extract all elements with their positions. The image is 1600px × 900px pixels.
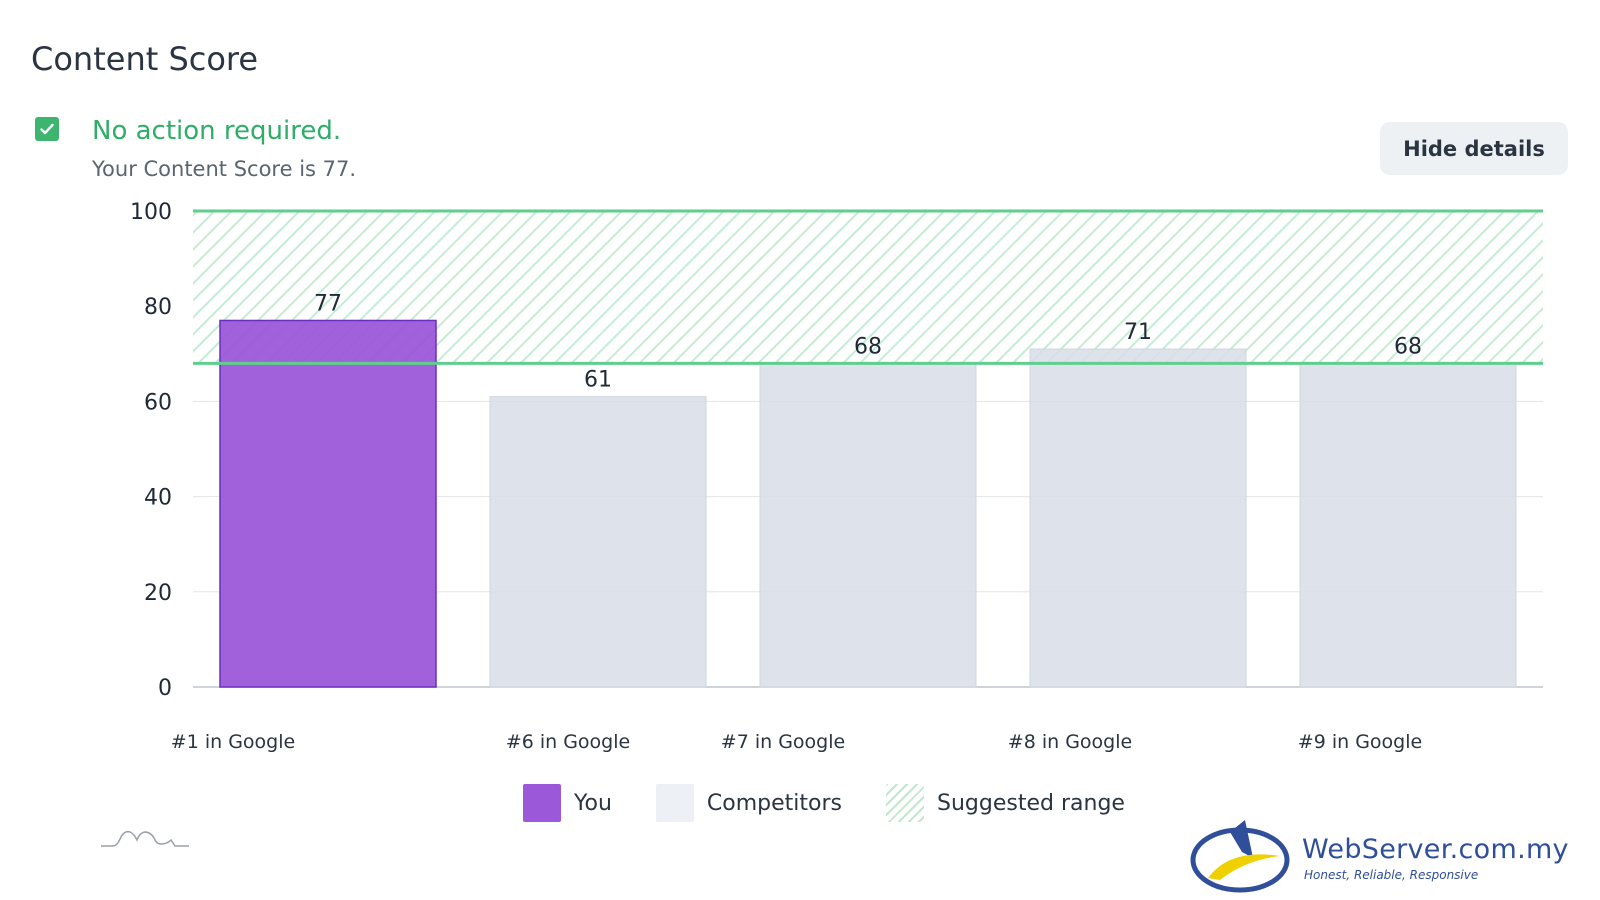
bar-value-label: 61 (584, 368, 612, 393)
hide-details-button[interactable]: Hide details (1380, 122, 1568, 175)
legend-item-suggested-range: Suggested range (886, 784, 1125, 822)
content-score-chart: 0 20 40 60 80 100 77 61 68 71 68 #1 in Google #6 in … (130, 200, 1543, 753)
legend-label-you: You (574, 790, 612, 816)
y-tick-label: 40 (144, 486, 172, 511)
legend-swatch-suggested-range (886, 784, 925, 822)
checkbox-checked-icon (35, 117, 59, 141)
bar-value-label: 71 (1124, 320, 1152, 345)
bars (219, 319, 1517, 688)
brand-name: WebServer.com.my (1302, 834, 1569, 865)
y-tick-label: 0 (158, 676, 172, 701)
x-axis-label: #6 in Google (506, 731, 630, 753)
bar-competitor (1299, 362, 1517, 688)
legend-swatch-competitors (655, 784, 694, 822)
x-axis-label: #7 in Google (721, 731, 845, 753)
bar-value-label: 77 (314, 291, 342, 316)
chart-legend: You Competitors Suggested range (523, 784, 1169, 822)
y-tick-label: 20 (144, 581, 172, 606)
labels: 0 20 40 60 80 100 77 61 68 71 68 #1 in Google #6 in … (130, 200, 1543, 753)
page-title: Content Score (31, 40, 259, 78)
bar-value-label: 68 (854, 334, 882, 359)
legend-swatch-you (523, 784, 561, 822)
y-tick-label: 100 (130, 200, 172, 225)
bar-competitor (1029, 348, 1247, 688)
legend-item-you: You (523, 784, 612, 822)
brand-tagline: Honest, Reliable, Responsive (1304, 868, 1479, 882)
legend-label-suggested-range: Suggested range (937, 790, 1125, 816)
x-axis-label: #9 in Google (1298, 731, 1422, 753)
legend-label-competitors: Competitors (706, 790, 843, 816)
status-heading: No action required. (92, 116, 342, 146)
x-axis-label: #1 in Google (171, 731, 295, 753)
bar-value-label: 68 (1394, 334, 1422, 359)
y-tick-label: 80 (144, 295, 172, 320)
legend-item-competitors: Competitors (655, 784, 843, 822)
status-detail: Your Content Score is 77. (92, 157, 357, 181)
mountain-logo-icon (101, 830, 189, 847)
bar-you (219, 319, 437, 688)
bar-competitor (759, 362, 977, 688)
bar-competitor (489, 396, 707, 688)
x-axis-label: #8 in Google (1008, 731, 1132, 753)
y-tick-label: 60 (144, 390, 172, 415)
webserver-logo-icon (1190, 820, 1290, 893)
